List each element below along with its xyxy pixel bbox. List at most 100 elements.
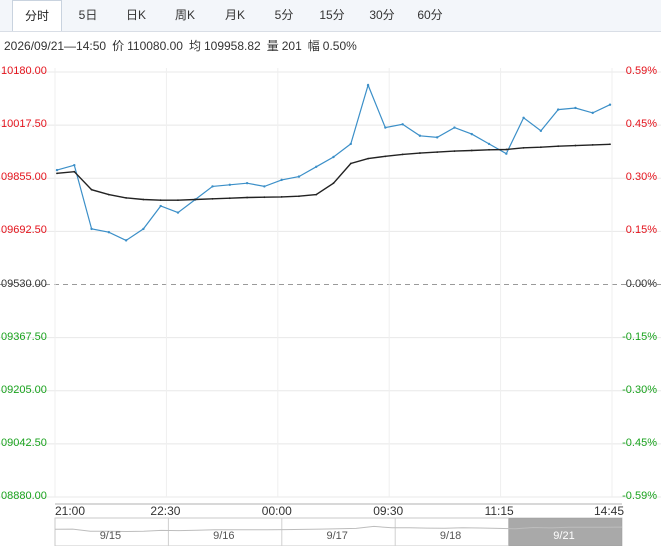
- price-point: [401, 123, 404, 126]
- price-point: [574, 106, 577, 110]
- navigator-date-label[interactable]: 9/17: [326, 530, 348, 542]
- price-label: 价: [112, 39, 125, 53]
- price-point: [297, 175, 301, 178]
- price-point: [159, 204, 162, 208]
- y-tick-left: 10017.50: [1, 118, 47, 131]
- y-tick-right: 0.00%: [625, 277, 657, 290]
- navigator-date-label[interactable]: 9/15: [99, 530, 122, 542]
- average-point: [228, 197, 231, 200]
- average-point: [90, 188, 93, 191]
- price-point: [435, 136, 439, 139]
- price-point: [142, 227, 145, 231]
- tab-60min[interactable]: 60分: [417, 8, 443, 22]
- average-point: [125, 196, 128, 199]
- y-tick-left: 09367.50: [1, 330, 47, 343]
- y-tick-left: 09692.50: [1, 224, 47, 237]
- price-point: [315, 165, 318, 169]
- tab-5min[interactable]: 5分: [274, 8, 294, 22]
- avg-value: 109958.82: [203, 39, 261, 53]
- quote-datetime: 2026/09/21—14:50: [4, 39, 107, 53]
- average-point: [539, 146, 542, 149]
- price-point: [470, 132, 473, 136]
- y-tick-right: 0.45%: [625, 118, 657, 131]
- y-tick-right: -0.15%: [622, 330, 657, 343]
- tab-weekly-k[interactable]: 周K: [174, 8, 195, 22]
- navigator-date-label[interactable]: 9/18: [439, 530, 462, 542]
- tab-daily-k[interactable]: 日K: [125, 8, 146, 22]
- y-tick-right: -0.30%: [622, 383, 657, 396]
- price-point: [366, 83, 370, 87]
- price-point: [539, 129, 543, 133]
- y-tick-left: 09205.00: [1, 383, 47, 396]
- average-point: [159, 199, 162, 202]
- average-point: [142, 198, 145, 201]
- price-point: [280, 178, 283, 182]
- average-point: [73, 170, 76, 173]
- price-point: [453, 126, 456, 129]
- navigator-date-label[interactable]: 9/21: [553, 530, 575, 542]
- x-tick: 14:45: [594, 504, 625, 518]
- volume-label: 量: [266, 39, 279, 53]
- y-tick-right: -0.59%: [622, 490, 657, 502]
- price-point: [55, 168, 59, 172]
- x-tick: 22:30: [150, 504, 181, 518]
- average-point: [263, 196, 266, 199]
- price-point: [228, 183, 232, 186]
- average-point: [332, 182, 335, 185]
- y-tick-left: 10180.00: [1, 65, 47, 77]
- price-point: [107, 230, 111, 234]
- change-value: 0.50%: [322, 39, 357, 53]
- price-point: [591, 111, 594, 115]
- navigator-preview-line: [54, 525, 623, 533]
- x-tick: 09:30: [373, 504, 404, 518]
- tab-intraday[interactable]: 分时: [12, 0, 62, 31]
- price-point: [245, 181, 249, 185]
- tab-monthly-k[interactable]: 月K: [224, 8, 245, 22]
- average-point: [557, 145, 560, 148]
- price-point: [384, 126, 387, 129]
- navigator-selection: [508, 518, 622, 546]
- x-tick: 11:15: [484, 504, 514, 518]
- average-point: [298, 195, 300, 198]
- average-point: [436, 151, 439, 153]
- average-point: [470, 149, 473, 152]
- navigator-date-label[interactable]: 9/16: [213, 530, 235, 542]
- x-tick: 00:00: [261, 504, 292, 518]
- average-point: [246, 196, 248, 199]
- price-point: [73, 163, 76, 167]
- price-point: [332, 155, 335, 159]
- y-tick-left: 09042.50: [1, 436, 47, 449]
- average-point: [194, 198, 197, 201]
- average-point: [367, 157, 369, 160]
- average-point: [384, 155, 387, 158]
- price-point: [263, 185, 266, 188]
- tab-5day[interactable]: 5日: [78, 8, 98, 22]
- average-point: [419, 152, 421, 154]
- price-point: [124, 239, 128, 242]
- tab-15min[interactable]: 15分: [319, 8, 345, 22]
- average-point: [522, 146, 525, 149]
- average-point: [488, 148, 490, 151]
- tab-30min[interactable]: 30分: [369, 8, 395, 22]
- y-tick-right: 0.59%: [625, 65, 657, 77]
- price-point: [522, 116, 525, 119]
- avg-label: 均: [188, 39, 201, 53]
- y-tick-right: 0.30%: [625, 171, 657, 184]
- average-point: [56, 172, 58, 175]
- average-point: [505, 148, 508, 151]
- price-line: [56, 83, 611, 242]
- average-point: [315, 193, 318, 196]
- x-tick: 21:00: [55, 504, 86, 518]
- price-point: [505, 152, 508, 155]
- y-tick-left: 09855.00: [1, 171, 47, 184]
- y-tick-right: -0.45%: [622, 436, 657, 449]
- price-point: [211, 185, 214, 188]
- y-tick-right: 0.15%: [625, 224, 657, 237]
- price-point: [556, 108, 560, 111]
- average-point: [211, 197, 214, 200]
- quote-info-bar: 2026/09/21—14:50 价 110080.00 均 109958.82 量 201…: [4, 37, 363, 54]
- price-point: [90, 227, 93, 231]
- price-point: [487, 142, 491, 146]
- average-point: [401, 153, 404, 156]
